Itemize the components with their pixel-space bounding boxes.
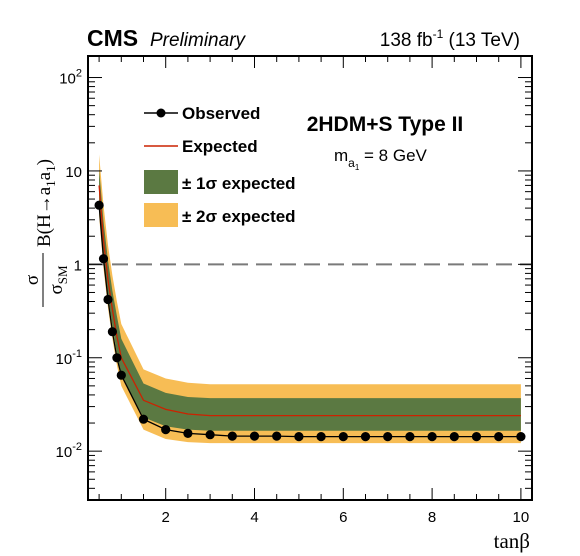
observed-points — [94, 200, 526, 442]
x-tick-label: 6 — [339, 509, 347, 526]
y-tick-exponent: -2 — [72, 441, 82, 453]
legend-observed-marker — [156, 108, 166, 118]
observed-point — [471, 432, 482, 442]
lumi-label: 138 fb-1 (13 TeV) — [380, 27, 520, 51]
y-tick-label: 10-2 — [56, 441, 82, 461]
observed-point — [94, 200, 104, 210]
observed-point — [383, 432, 393, 442]
x-tick-label: 10 — [513, 509, 530, 526]
observed-point — [205, 430, 215, 440]
model-name: 2HDM+S Type II — [307, 113, 464, 136]
legend-observed-label: Observed — [182, 104, 260, 123]
energy-label: (13 TeV) — [443, 30, 520, 51]
observed-point — [227, 431, 237, 441]
plot-frame — [87, 55, 533, 501]
legend-band1-swatch — [144, 170, 178, 194]
observed-point — [107, 327, 117, 337]
mass-label: ma1 = 8 GeV — [334, 146, 428, 172]
y-tick-label: 102 — [59, 68, 82, 88]
legend-band1-label: ± 1σ expected — [182, 174, 296, 193]
mass-subsubscript: 1 — [355, 163, 360, 172]
observed-point — [103, 294, 113, 305]
observed-point — [427, 432, 437, 442]
observed-point — [449, 432, 459, 442]
observed-point — [183, 428, 193, 438]
y-label-denominator: σ — [46, 284, 67, 294]
observed-point — [516, 432, 526, 442]
svg-text:σSM: σSM — [46, 265, 70, 294]
mass-symbol: m — [334, 146, 348, 165]
y-label-numerator: σ — [22, 275, 43, 285]
mass-value: = 8 GeV — [359, 146, 427, 165]
observed-point — [494, 432, 504, 442]
mass-subscript: a — [348, 156, 355, 170]
observed-point — [138, 414, 149, 424]
x-tick-label: 2 — [162, 509, 170, 526]
svg-text:σ: σ — [22, 275, 43, 285]
observed-point — [161, 425, 171, 435]
observed-point — [98, 254, 109, 264]
lumi-value: 138 fb — [380, 30, 433, 51]
observed-point — [112, 353, 122, 363]
observed-point — [272, 431, 282, 441]
y-tick-base: 10 — [56, 351, 73, 368]
observed-point — [338, 432, 348, 442]
y-tick-exponent: -1 — [72, 348, 82, 360]
status-label: Preliminary — [150, 30, 247, 51]
y-tick-base: 10 — [59, 71, 76, 88]
y-tick-label: 1 — [74, 257, 82, 274]
y-tick-base: 10 — [56, 444, 73, 461]
observed-point — [405, 432, 415, 442]
axis-ticks — [88, 56, 532, 501]
observed-point — [249, 431, 260, 441]
y-tick-base: 1 — [74, 257, 82, 274]
observed-point — [116, 370, 126, 380]
observed-point — [294, 432, 304, 442]
y-tick-label: 10-1 — [56, 348, 82, 368]
y-label-sm: SM — [55, 265, 70, 284]
uncertainty-bands — [99, 154, 521, 444]
observed-point — [316, 432, 326, 442]
legend-expected-label: Expected — [182, 137, 258, 156]
legend: Observed Expected ± 1σ expected ± 2σ exp… — [144, 104, 296, 227]
x-tick-label: 4 — [250, 509, 258, 526]
band-1sigma — [99, 169, 521, 431]
y-tick-base: 10 — [65, 164, 82, 181]
x-tick-label: 8 — [428, 509, 436, 526]
y-label-br: B(H→a1a1) — [34, 159, 58, 247]
y-tick-exponent: 2 — [76, 68, 82, 80]
observed-point — [360, 432, 371, 442]
lumi-exponent: -1 — [433, 27, 444, 41]
experiment-label: CMS — [87, 25, 138, 51]
y-axis-label: σ σSM B(H→a1a1) — [22, 159, 70, 307]
legend-band2-swatch — [144, 203, 178, 227]
legend-band2-label: ± 2σ expected — [182, 207, 296, 226]
x-axis-label: tanβ — [494, 529, 530, 553]
y-tick-label: 10 — [65, 164, 82, 181]
